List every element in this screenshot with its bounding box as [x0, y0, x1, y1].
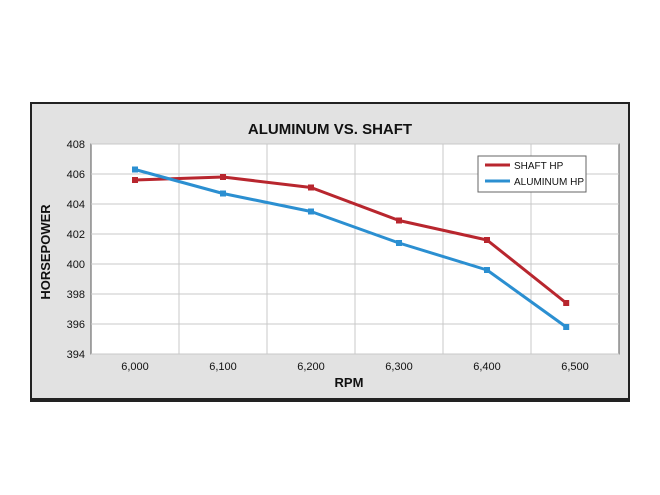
x-axis-label: RPM	[335, 375, 364, 390]
x-tick-label: 6,100	[209, 361, 237, 373]
x-tick-label: 6,400	[473, 361, 501, 373]
y-tick-label: 406	[67, 169, 85, 181]
x-tick-label: 6,500	[561, 361, 589, 373]
data-point-aluminum	[132, 166, 138, 173]
legend-label-shaft: SHAFT HP	[514, 161, 564, 172]
y-tick-label: 398	[67, 289, 85, 301]
legend-box	[477, 155, 587, 193]
data-point-aluminum	[220, 190, 226, 197]
x-tick-label: 6,000	[121, 361, 149, 373]
chart-title: ALUMINUM VS. SHAFT	[248, 121, 412, 138]
legend: SHAFT HP ALUMINUM HP	[477, 155, 587, 193]
data-point-aluminum	[484, 267, 490, 273]
chart-frame-bottom-shadow	[30, 398, 630, 402]
series-line-shaft	[134, 175, 568, 305]
series-line-aluminum	[134, 168, 568, 329]
y-tick-label: 404	[67, 199, 85, 211]
y-tick-label: 402	[67, 229, 85, 241]
data-point-shaft	[563, 300, 570, 306]
data-point-aluminum	[396, 240, 402, 246]
data-point-shaft	[220, 174, 226, 180]
x-axis-tick-labels: 6,000 6,100 6,200 6,300 6,400 6,500	[121, 361, 589, 373]
data-point-aluminum	[563, 324, 570, 330]
data-point-shaft	[308, 184, 314, 191]
y-tick-label: 396	[67, 319, 85, 331]
data-point-aluminum	[308, 208, 314, 215]
y-tick-label: 394	[67, 349, 85, 361]
chart-figure: ALUMINUM VS. SHAFT 394 396 398 400 402 404 406…	[30, 102, 630, 402]
line-chart: ALUMINUM VS. SHAFT 394 396 398 400 402 404 406…	[30, 102, 630, 402]
data-point-shaft	[484, 237, 490, 243]
grid-lines	[91, 143, 619, 355]
series-lines	[132, 166, 570, 330]
y-axis-label: HORSEPOWER	[38, 204, 53, 300]
y-tick-label: 408	[67, 139, 85, 151]
x-tick-label: 6,200	[297, 361, 325, 373]
x-tick-label: 6,300	[385, 361, 413, 373]
data-point-shaft	[396, 217, 402, 224]
data-point-shaft	[132, 177, 138, 183]
y-tick-label: 400	[67, 259, 85, 271]
legend-label-aluminum: ALUMINUM HP	[514, 177, 584, 188]
y-axis-tick-labels: 394 396 398 400 402 404 406 408	[67, 139, 85, 361]
